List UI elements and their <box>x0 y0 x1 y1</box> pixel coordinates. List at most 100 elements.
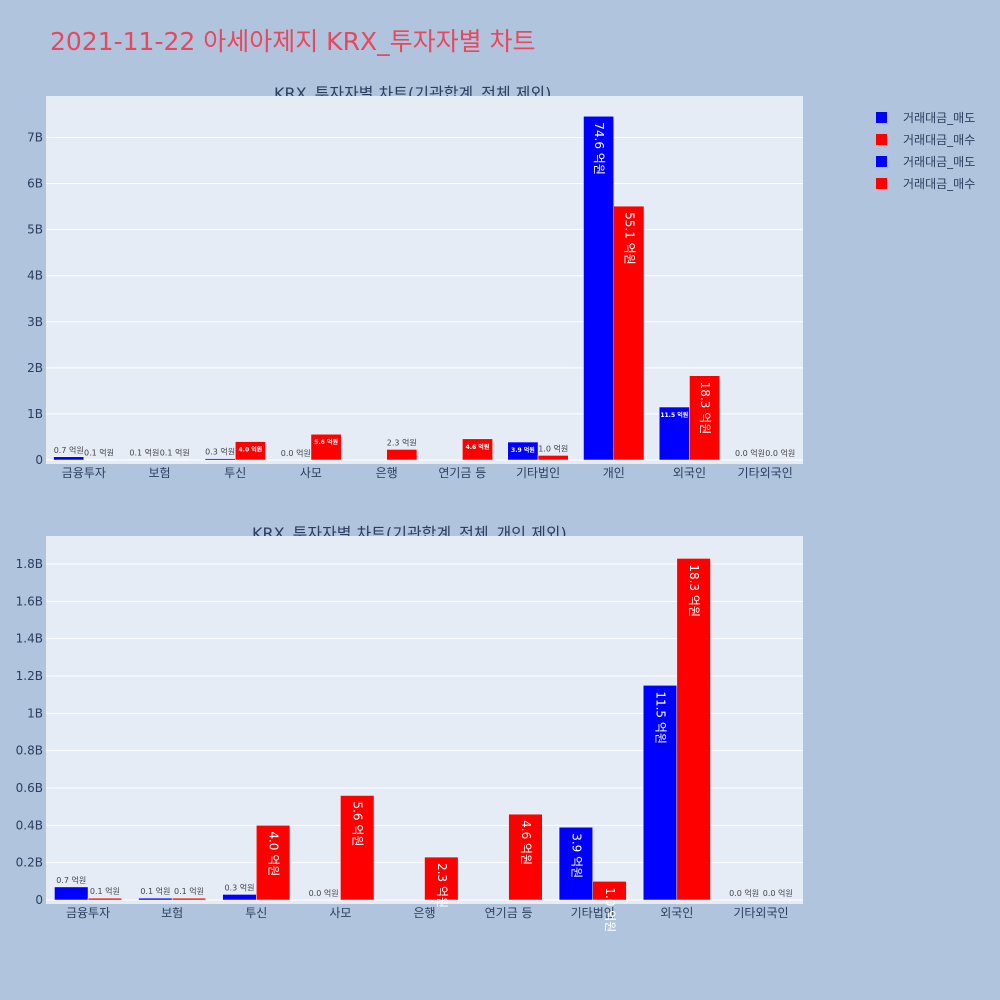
data-label: 0.1 억원 <box>140 886 170 896</box>
data-label: 0.7 억원 <box>56 875 86 885</box>
data-label: 0.0 억원 <box>763 888 793 898</box>
bar <box>462 438 493 461</box>
x-tick-label: 금융투자 <box>62 466 106 480</box>
data-label: 18.3 억원 <box>698 382 712 435</box>
bar <box>310 433 342 461</box>
data-label: 1.0 억원 <box>538 443 568 453</box>
x-tick-label: 외국인 <box>660 906 693 920</box>
data-label: 0.0 억원 <box>281 448 311 458</box>
data-label: 0.1 억원 <box>90 886 120 896</box>
data-label: 0.3 억원 <box>224 882 254 892</box>
data-label: 3.9 억원 <box>511 446 535 454</box>
data-label: 1.0 억원 <box>603 887 617 932</box>
x-tick-label: 은행 <box>413 905 435 920</box>
bar <box>204 458 236 461</box>
data-label: 4.6 억원 <box>519 820 533 865</box>
bar <box>424 856 459 901</box>
bar <box>340 795 375 901</box>
data-label: 0.1 억원 <box>174 886 204 896</box>
legend-item[interactable]: 거래대금_매도 <box>876 150 975 172</box>
legend-swatch-buy <box>876 177 887 189</box>
y-tick-label: 1.2B <box>16 669 43 683</box>
data-label: 5.6 억원 <box>314 438 338 446</box>
y-tick-label: 1B <box>27 706 43 720</box>
bar <box>537 455 569 461</box>
bar <box>53 456 85 461</box>
x-tick-label: 기타외국인 <box>738 466 793 480</box>
bar <box>689 375 720 461</box>
x-tick-label: 연기금 등 <box>485 906 533 920</box>
x-tick-label: 금융투자 <box>66 906 110 920</box>
data-label: 4.0 억원 <box>267 831 281 876</box>
legend-label: 거래대금_매수 <box>903 132 976 147</box>
legend-swatch-sell <box>876 155 887 167</box>
bar <box>658 406 690 461</box>
x-tick-label: 은행 <box>376 465 398 480</box>
y-tick-label: 5B <box>27 223 43 237</box>
data-label: 0.1 억원 <box>84 448 114 458</box>
x-tick-label: 기타법인 <box>571 906 615 920</box>
data-label: 0.3 억원 <box>205 447 235 457</box>
bar <box>558 826 593 901</box>
y-tick-label: 0.8B <box>16 744 43 758</box>
y-tick-label: 4B <box>27 269 43 283</box>
bar <box>592 881 627 901</box>
data-label: 0.0 억원 <box>765 448 795 458</box>
bar <box>676 558 711 901</box>
page-title: 2021-11-22 아세아제지 KRX_투자자별 차트 <box>50 27 536 56</box>
data-label: 11.5 억원 <box>660 411 688 419</box>
plot-area <box>46 96 803 464</box>
x-tick-label: 보험 <box>149 466 171 480</box>
x-tick-label: 보험 <box>161 906 183 920</box>
data-label: 0.1 억원 <box>129 448 159 458</box>
legend-item[interactable]: 거래대금_매수 <box>876 128 975 150</box>
legend-label: 거래대금_매수 <box>903 176 976 191</box>
y-tick-label: 0.4B <box>16 818 43 832</box>
bar <box>222 894 257 901</box>
bar <box>507 441 539 461</box>
bar <box>87 897 122 901</box>
data-label: 3.9 억원 <box>569 833 583 878</box>
legend-label: 거래대금_매도 <box>903 154 976 169</box>
y-tick-label: 1B <box>27 407 43 421</box>
x-tick-label: 개인 <box>603 466 625 480</box>
data-label: 11.5 억원 <box>654 691 668 744</box>
bar <box>256 825 291 901</box>
data-label: 0.0 억원 <box>735 448 765 458</box>
data-label: 4.0 억원 <box>239 446 263 454</box>
y-tick-label: 7B <box>27 130 43 144</box>
bar <box>235 441 266 461</box>
data-label: 0.1 억원 <box>160 448 190 458</box>
bar <box>613 205 645 461</box>
data-label: 4.6 억원 <box>466 443 490 451</box>
bar <box>171 897 207 901</box>
x-tick-label: 기타법인 <box>516 466 560 480</box>
bar <box>386 449 418 461</box>
bar <box>642 685 678 901</box>
x-tick-label: 사모 <box>329 906 351 920</box>
y-tick-label: 6B <box>27 177 43 191</box>
x-tick-label: 투신 <box>245 906 267 920</box>
legend-item[interactable]: 거래대금_매수 <box>876 172 975 194</box>
data-label: 74.6 억원 <box>592 122 606 175</box>
bar <box>508 813 543 901</box>
legend-swatch-sell <box>876 111 887 123</box>
y-tick-label: 1.8B <box>16 557 43 571</box>
y-tick-label: 3B <box>27 315 43 329</box>
legend-label: 거래대금_매도 <box>903 110 976 125</box>
y-tick-label: 0 <box>35 453 43 467</box>
bar <box>54 886 89 901</box>
y-tick-label: 0.2B <box>16 856 43 870</box>
bar <box>138 897 173 901</box>
data-label: 5.6 억원 <box>351 801 365 846</box>
y-tick-label: 0.6B <box>16 781 43 795</box>
x-tick-label: 사모 <box>300 466 322 480</box>
y-tick-label: 0 <box>35 893 43 907</box>
legend-swatch-buy <box>876 133 887 145</box>
x-tick-label: 기타외국인 <box>733 906 788 920</box>
y-tick-label: 1.4B <box>16 632 43 646</box>
legend-item[interactable]: 거래대금_매도 <box>876 106 975 128</box>
data-label: 0.7 억원 <box>54 445 84 455</box>
data-label: 55.1 억원 <box>622 212 636 265</box>
